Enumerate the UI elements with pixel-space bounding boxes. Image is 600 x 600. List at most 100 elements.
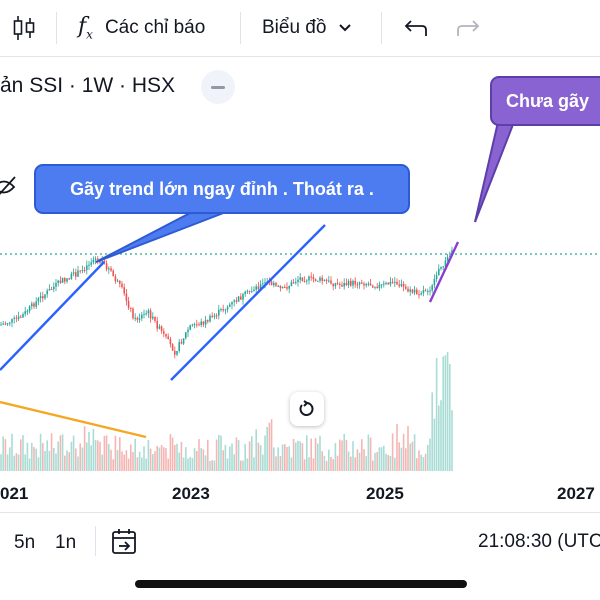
volume-bar [358,452,361,471]
volume-bar [198,439,200,471]
candle-body [400,283,403,287]
volume-bar [50,433,53,471]
volume-bar [88,431,90,471]
fx-icon: fx [78,14,93,42]
candle-body [242,294,244,300]
volume-bar [4,439,7,471]
redo-button[interactable] [456,0,482,56]
volume-bar [154,451,156,471]
volume-bar [396,424,398,471]
candlestick-icon[interactable] [12,0,36,56]
volume-bar [295,442,297,471]
candle-body [180,342,183,344]
candle-body [83,269,86,271]
volume-bar [385,453,387,471]
volume-bar [83,426,86,471]
candle-body [176,351,178,355]
candle-body [244,291,246,295]
volume-bar [141,457,143,471]
right-callout[interactable]: Chưa gãy [490,76,600,126]
indicators-button[interactable]: fx Các chỉ báo [78,0,205,56]
candle-body [361,282,363,284]
volume-bar [44,450,46,471]
volume-bar [31,442,33,471]
candle-body [108,268,110,270]
volume-bar [365,456,367,471]
candle-body [350,280,352,286]
candle-body [167,336,169,340]
candle-body [163,331,165,334]
volume-bar [185,447,187,471]
volume-bar [79,443,81,471]
candle-body [334,283,337,287]
candle-body [306,280,308,282]
timeframe-5y[interactable]: 5n [14,532,36,553]
volume-bar [112,459,114,471]
candle-body [134,317,136,319]
clock-timezone[interactable]: 21:08:30 (UTC [478,531,600,552]
trendline-2020-2021[interactable] [0,261,105,371]
candle-body [196,324,198,326]
volume-bar [224,444,227,471]
candle-body [70,273,73,280]
hide-icon[interactable] [0,176,16,198]
candle-body [42,296,44,299]
volume-bar [110,449,112,471]
candle-body [2,323,4,325]
candle-body [224,309,227,311]
volume-bar [165,448,167,471]
candle-body [290,282,293,286]
volume-bar [233,454,235,471]
volume-bar [259,445,262,471]
candle-body [383,283,385,285]
volume-bar [200,448,202,471]
volume-bar [97,440,99,471]
candle-body [253,289,255,292]
candle-body [440,266,442,269]
volume-bar [237,440,240,471]
candle-body [352,280,354,286]
reset-chart-button[interactable] [290,392,324,426]
go-to-date-button[interactable] [110,527,140,562]
undo-button[interactable] [402,0,428,56]
candle-body [103,260,106,264]
volume-bar [20,439,22,471]
candle-body [343,283,345,287]
candle-body [424,290,427,292]
volume-bar [323,455,326,471]
candle-body [345,283,348,286]
chart-type-label: Biểu đồ [262,17,327,38]
symbol-title[interactable]: ản SSI · 1W · HSX [0,66,175,106]
candle-body [354,280,356,285]
candle-body [171,344,174,351]
candle-body [339,283,341,286]
candle-body [123,287,125,294]
left-callout[interactable]: Gãy trend lớn ngay đỉnh . Thoát ra . [34,164,410,214]
collapse-button[interactable] [201,70,235,104]
volume-bar [9,447,11,471]
candle-body [33,303,35,307]
volume-bar [213,460,216,471]
trendline-2022-2024[interactable] [170,224,326,381]
timeframe-1y[interactable]: 1n [55,532,77,553]
purple-trendline[interactable] [428,241,460,303]
candle-body [255,286,257,290]
candle-body [11,318,13,323]
volume-bar [418,450,420,471]
volume-bar [440,400,442,471]
orange-trendline[interactable] [0,400,147,439]
price-chart[interactable] [0,0,600,512]
volume-bar [253,457,255,471]
volume-bar [303,459,306,471]
volume-bar [281,444,284,471]
volume-bar [156,445,158,471]
candle-body [125,293,128,301]
volume-bar [380,447,383,471]
candle-body [94,258,97,260]
candle-body [39,296,42,299]
volume-bar [169,434,172,471]
candle-body [35,301,37,307]
chart-type-button[interactable]: Biểu đồ [262,0,352,56]
volume-bar [55,453,57,471]
indicators-label: Các chỉ báo [104,17,206,38]
